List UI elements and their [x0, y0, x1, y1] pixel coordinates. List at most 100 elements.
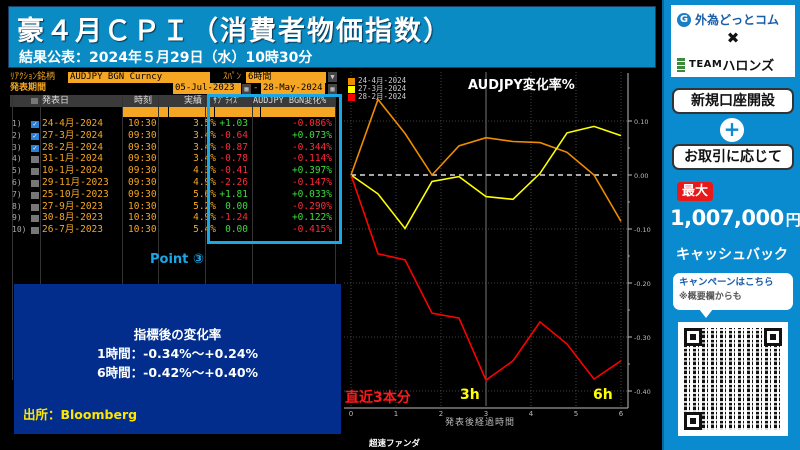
row-number: 5) — [12, 166, 22, 176]
row-change: -0.344% — [291, 141, 332, 153]
per-trade-button[interactable]: お取引に応じて — [672, 144, 794, 170]
cross-icon: ✖ — [726, 29, 740, 47]
g-logo-icon: G — [677, 12, 691, 27]
table-header: 発表日 時刻 実績 ｻﾌﾟﾗｲｽﾞ AUDJPY BGN変化% — [10, 95, 336, 107]
table-row[interactable]: 4) 31-1月-2024 09:30 3.4% -0.78 -0.114% — [10, 153, 336, 165]
x-axis-label: 発表後経過時間 — [445, 418, 516, 428]
cashback-amount: 1,007,000 円 — [670, 206, 800, 230]
row-time: 09:30 — [128, 165, 157, 177]
row-actual: 5.6% — [193, 188, 216, 200]
table-row[interactable]: 7) 25-10月-2023 09:30 5.6% +1.81 +0.033% — [10, 189, 336, 201]
row-surprise: 0.00 — [225, 200, 248, 212]
row-actual: 3.4% — [193, 141, 216, 153]
table-row[interactable]: 6) 29-11月-2023 09:30 4.9% -2.26 -0.147% — [10, 177, 336, 189]
row-checkbox[interactable] — [31, 168, 39, 176]
row-checkbox-checked[interactable]: ✓ — [31, 131, 39, 140]
cashback-label: キャッシュバック — [676, 247, 788, 263]
row-actual: 4.9% — [193, 212, 216, 224]
period-separator: - — [253, 83, 259, 93]
row-actual: 5.4% — [193, 224, 216, 236]
row-date: 10-1月-2024 — [42, 165, 103, 177]
row-checkbox-checked[interactable]: ✓ — [31, 143, 39, 152]
release-table-body: 1) ✓ 24-4月-2024 10:30 3.5% +1.03 -0.086%… — [10, 118, 336, 236]
span-dropdown-icon[interactable]: ▼ — [328, 72, 337, 82]
annotation-recent-3: 直近3本分 — [345, 390, 411, 406]
row-surprise: -2.26 — [219, 176, 248, 188]
table-row[interactable]: 8) 27-9月-2023 10:30 5.2% 0.00 -0.290% — [10, 201, 336, 213]
col-actual[interactable]: 実績 — [184, 96, 203, 106]
row-time: 09:30 — [128, 153, 157, 165]
svg-text:-0.10: -0.10 — [634, 226, 651, 234]
period-to-field[interactable]: 28-May-2024 — [261, 83, 325, 94]
row-time: 10:30 — [128, 224, 157, 236]
row-change: +0.033% — [291, 188, 332, 200]
annotation-6h: 6h — [593, 387, 613, 403]
col-date[interactable]: 発表日 — [42, 96, 70, 106]
campaign-qr-code[interactable] — [678, 322, 788, 436]
row-checkbox-checked[interactable]: ✓ — [31, 120, 39, 128]
svg-text:-0.20: -0.20 — [634, 280, 651, 288]
row-number: 2) — [12, 130, 22, 140]
source-label: 出所：Bloomberg — [23, 407, 138, 422]
svg-text:2: 2 — [439, 410, 443, 418]
table-row[interactable]: 10) 26-7月-2023 10:30 5.4% 0.00 -0.415% — [10, 224, 336, 236]
row-number: 9) — [12, 213, 22, 223]
row-checkbox[interactable] — [31, 227, 39, 235]
row-date: 31-1月-2024 — [42, 153, 103, 165]
row-number: 1) — [12, 119, 22, 128]
span-select[interactable]: 6時間 — [246, 72, 326, 83]
row-number: 10) — [12, 225, 27, 235]
calendar-to-icon[interactable]: ▦ — [328, 84, 337, 94]
col-change[interactable]: AUDJPY BGN変化% — [253, 96, 327, 106]
row-checkbox[interactable] — [31, 179, 39, 187]
row-surprise: -1.24 — [219, 212, 248, 224]
row-surprise: -0.41 — [219, 165, 248, 177]
table-row[interactable]: 9) 30-8月-2023 10:30 4.9% -1.24 +0.122% — [10, 212, 336, 224]
row-change: +0.122% — [291, 212, 332, 224]
row-number: 7) — [12, 189, 22, 199]
row-surprise: -0.78 — [219, 153, 248, 165]
qr-finder-icon — [764, 328, 782, 346]
row-date: 27-3月-2024 — [42, 129, 103, 141]
row-checkbox[interactable] — [31, 203, 39, 211]
row-date: 27-9月-2023 — [42, 200, 103, 212]
svg-text:1: 1 — [394, 410, 398, 418]
campaign-bubble[interactable]: キャンペーンはこちら ※概要欄からも — [673, 273, 793, 310]
table-row[interactable]: 3) ✓ 28-2月-2024 09:30 3.4% -0.87 -0.344% — [10, 142, 336, 154]
col-surprise[interactable]: ｻﾌﾟﾗｲｽﾞ — [213, 96, 241, 105]
qr-pattern — [684, 328, 782, 430]
open-account-button[interactable]: 新規口座開設 — [672, 88, 794, 114]
row-checkbox[interactable] — [31, 156, 39, 164]
legend-item: 24-4月-2024 — [348, 77, 406, 85]
change-rate-chart: 0 1 2 3 4 5 6 0.10 0.00 -0.10 -0.20 -0.30 -0.40 24-4… — [340, 68, 660, 450]
legend-swatch-red — [348, 93, 355, 101]
table-row[interactable]: 2) ✓ 27-3月-2024 09:30 3.4% -0.64 +0.073% — [10, 130, 336, 142]
row-time: 10:30 — [128, 118, 157, 129]
chart-legend: 24-4月-2024 27-3月-2024 28-2月-2024 — [348, 77, 406, 101]
footer-brand: 超速ファンダ — [369, 439, 421, 449]
table-row[interactable]: 1) ✓ 24-4月-2024 10:30 3.5% +1.03 -0.086% — [10, 118, 336, 130]
row-date: 29-11月-2023 — [42, 176, 109, 188]
row-actual: 3.4% — [193, 153, 216, 165]
row-checkbox[interactable] — [31, 215, 39, 223]
period-from-field[interactable]: 05-Jul-2023 — [173, 83, 241, 94]
reaction-ticker-field[interactable]: AUDJPY BGN Curncy — [68, 72, 210, 83]
row-number: 6) — [12, 177, 22, 187]
row-date: 28-2月-2024 — [42, 141, 103, 153]
summary-box: 指標後の変化率 1時間：-0.34%～+0.24% 6時間：-0.42%～+0.… — [14, 284, 341, 434]
row-checkbox[interactable] — [31, 191, 39, 199]
page-title: 豪４月ＣＰＩ（消費者物価指数） — [17, 16, 452, 47]
brand-logos[interactable]: G 外為どっとコム ✖ TEAM ハロンズ — [671, 5, 795, 77]
table-row[interactable]: 5) 10-1月-2024 09:30 4.3% -0.41 +0.397% — [10, 165, 336, 177]
promo-sidebar: G 外為どっとコム ✖ TEAM ハロンズ 新規口座開設 + お取引に応じて 最… — [662, 0, 800, 450]
col-time[interactable]: 時刻 — [134, 96, 153, 106]
row-actual: 4.9% — [193, 176, 216, 188]
svg-text:0.00: 0.00 — [634, 172, 648, 180]
calendar-from-icon[interactable]: ▦ — [242, 84, 251, 94]
select-all-checkbox[interactable] — [31, 98, 38, 104]
row-change: -0.290% — [291, 200, 332, 212]
legend-swatch-orange — [348, 77, 355, 85]
svg-text:0.10: 0.10 — [634, 118, 648, 126]
summary-6h-range: 6時間：-0.42%～+0.40% — [96, 365, 259, 380]
